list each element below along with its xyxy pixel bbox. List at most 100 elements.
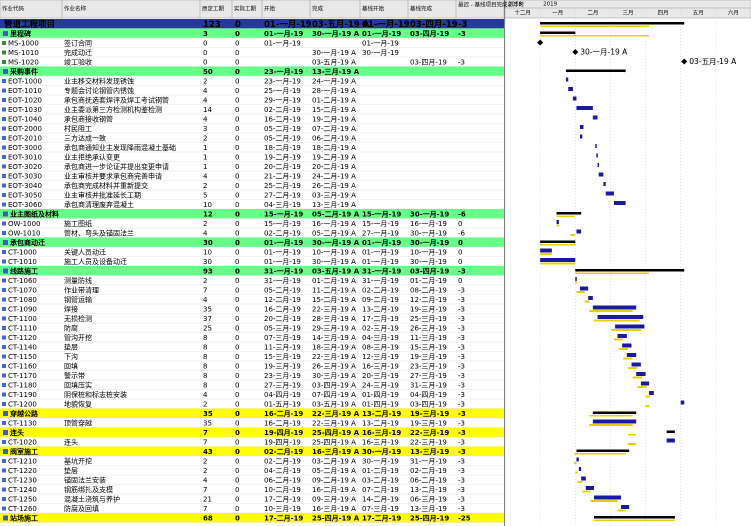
cell-text: 0 [235, 286, 239, 294]
cell-text: 0 [235, 248, 239, 256]
cell-text: 回填 [64, 361, 78, 370]
cell-text: 30 [203, 258, 212, 266]
cell-text: 0 [235, 68, 240, 76]
summary-bar [592, 411, 637, 414]
cell-text: 20-二月-19 [264, 315, 301, 323]
cell-text: 01-二月-19 A [312, 96, 356, 104]
cell-text: 10-二月-19 [264, 486, 301, 494]
cell-text: -3 [458, 457, 465, 465]
column-header: 原定工期 [202, 5, 225, 13]
cell-text: -3 [458, 334, 465, 342]
cell-text: 0 [235, 334, 239, 342]
cell-text: -3 [458, 305, 465, 313]
wbs-icon [3, 411, 8, 416]
actual-bar [592, 115, 598, 120]
activity-icon [2, 183, 6, 188]
milestone-diamond [572, 49, 579, 55]
cell-text: 27-二月-19 [264, 191, 301, 199]
cell-text: 01-一月-19 [264, 39, 301, 47]
cell-text: 03-二月-19 A [312, 457, 356, 465]
cell-text: 8 [203, 362, 207, 370]
cell-text: CT-1210 [8, 457, 37, 465]
cell-text: 04-二月-19 [264, 467, 301, 475]
cell-text: 三方达成一致 [64, 133, 106, 142]
baseline-bar [540, 25, 650, 27]
year-label: 2019 [543, 2, 557, 8]
cell-text: EOT-1000 [8, 77, 42, 85]
cell-text: 0 [235, 20, 241, 30]
cell-text: 8 [203, 353, 207, 361]
cell-text: 02-二月-19 [362, 286, 399, 294]
baseline-bar [589, 424, 633, 426]
cell-text: -3 [458, 30, 466, 38]
cell-text: 作业带清理 [64, 285, 99, 294]
cell-text: CT-1070 [8, 286, 37, 294]
cell-text: 0 [235, 438, 239, 446]
activity-icon [2, 136, 6, 140]
cell-text: 03-四月-19 [410, 20, 458, 30]
actual-bar [579, 286, 589, 291]
wbs-icon [3, 430, 8, 435]
cell-text: 20-二月-19 A [312, 163, 356, 171]
activity-icon [2, 497, 6, 501]
wbs-name: 穿越公路 [10, 409, 39, 418]
activity-icon [2, 421, 6, 425]
cell-text: -3 [458, 267, 466, 275]
cell-text: 2 [203, 277, 207, 285]
cell-text: 0 [235, 210, 240, 218]
cell-text: 07-三月-19 [362, 505, 399, 513]
cell-text: 17-二月-19 [264, 514, 303, 522]
cell-text: 14-三月-19 A [312, 334, 356, 342]
cell-text: 03-四月-19 [410, 58, 447, 66]
cell-text: 10-一月-19 A [312, 248, 356, 256]
activity-icon [2, 288, 6, 292]
cell-text: 顶管穿越 [64, 418, 92, 427]
cell-text: CT-1260 [8, 505, 37, 513]
cell-text: 4 [203, 96, 208, 104]
cell-text: 23-三月-19 [264, 372, 301, 380]
activity-icon [2, 155, 6, 159]
actual-bar [617, 334, 627, 338]
cell-text: -3 [458, 353, 465, 361]
cell-text: 18-三月-19 A [312, 343, 356, 351]
cell-text: 01-五月-19 [264, 400, 301, 408]
cell-text: 16-一月-19 [410, 220, 447, 228]
actual-bar [597, 163, 600, 167]
wbs-name: 站场施工 [10, 513, 38, 522]
cell-text: 14-二月-19 [362, 495, 399, 503]
cell-text: 竣工验收 [64, 57, 92, 66]
actual-bar [579, 134, 583, 139]
actual-bar [595, 144, 597, 148]
cell-text: EOT-3010 [8, 153, 42, 161]
cell-text: 0 [235, 96, 239, 104]
actual-bar [556, 220, 559, 224]
cell-text: 0 [458, 258, 462, 266]
cell-text: 垫层 [64, 466, 78, 475]
cell-text: 24-一月-19 A [312, 77, 356, 85]
column-header: 作业代码 [2, 5, 25, 13]
cell-text: -3 [458, 486, 465, 494]
cell-text: 02-二月-19 [264, 229, 301, 237]
cell-text: 8 [203, 372, 207, 380]
cell-text: 35 [203, 410, 213, 418]
month-label: 三月 [622, 10, 633, 17]
activity-icon [2, 440, 6, 444]
cell-text: 混凝土浇筑与养护 [64, 494, 120, 503]
row-band [0, 66, 504, 76]
cell-text: 25-四月-19 [410, 514, 449, 522]
baseline-bar [540, 244, 576, 246]
cell-text: 11-三月-19 [264, 343, 301, 351]
cell-text: 03-二月-19 [362, 476, 399, 484]
activity-icon [2, 88, 6, 93]
cell-text: CT-1000 [8, 248, 37, 256]
cell-text: CT-1200 [8, 400, 37, 408]
activity-icon [2, 221, 6, 226]
cell-text: 专题会讨论钢管内锈蚀 [64, 86, 134, 95]
row-band [0, 209, 504, 219]
cell-text: 03-五月-19 A [312, 400, 356, 408]
cell-text: 承包商清理废弃混凝土 [64, 200, 134, 209]
cell-text: 业主委派第三方检测机构鉴检测 [64, 105, 162, 114]
summary-bar [576, 449, 630, 452]
cell-text: 27-一月-19 [362, 229, 399, 237]
cell-text: 01-一月-19 [264, 258, 301, 266]
